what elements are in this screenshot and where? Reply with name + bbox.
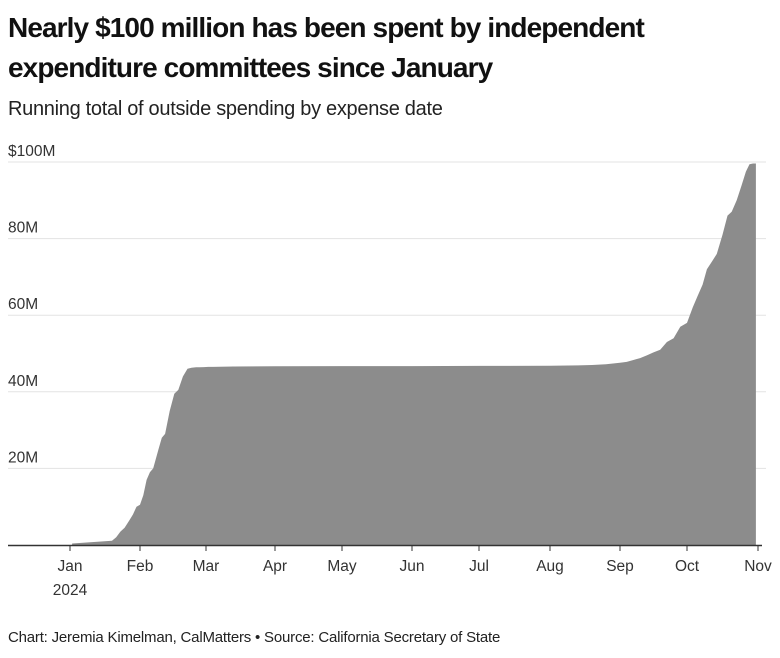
- x-tick-label: Sep: [606, 558, 634, 575]
- y-tick-label: 60M: [8, 296, 38, 313]
- x-tick-label: Nov: [744, 558, 772, 575]
- x-tick-label: Mar: [193, 558, 220, 575]
- y-tick-label: 80M: [8, 220, 38, 237]
- y-tick-label: $100M: [8, 143, 55, 160]
- x-tick-year-label: 2024: [53, 582, 88, 599]
- y-axis-labels: 20M 40M 60M 80M $100M: [8, 143, 55, 466]
- chart-subtitle: Running total of outside spending by exp…: [8, 98, 443, 120]
- x-axis: Jan 2024 Feb Mar Apr May Jun Jul Aug Sep Oct Nov: [8, 544, 772, 599]
- chart-title: Nearly $100 million has been spent by in…: [8, 12, 645, 83]
- y-tick-label: 20M: [8, 449, 38, 466]
- x-tick-label: Jan: [58, 558, 83, 575]
- area-chart: 20M 40M 60M 80M $100M Jan 2024 Feb Mar Apr May Jun…: [8, 143, 772, 599]
- x-tick-label: Jul: [469, 558, 489, 575]
- x-tick-label: Oct: [675, 558, 700, 575]
- x-tick-label: Feb: [127, 558, 154, 575]
- x-tick-label: May: [327, 558, 357, 575]
- y-tick-label: 40M: [8, 373, 38, 390]
- x-tick-label: Aug: [536, 558, 564, 575]
- area-series: [72, 163, 756, 545]
- x-tick-label: Apr: [263, 558, 287, 575]
- chart-credit: Chart: Jeremia Kimelman, CalMatters • So…: [8, 629, 501, 646]
- x-tick-label: Jun: [400, 558, 425, 575]
